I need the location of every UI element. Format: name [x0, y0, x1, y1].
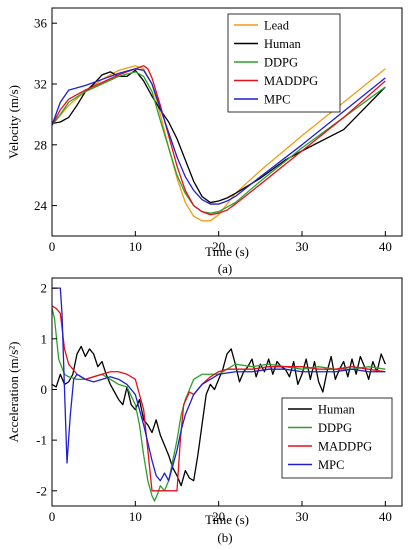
y-tick-label: 28 — [34, 137, 47, 152]
subfigure-caption: (a) — [218, 261, 232, 276]
y-axis-label: Velocity (m/s) — [6, 85, 21, 159]
plot-frame — [51, 277, 403, 507]
series-line-lead — [52, 65, 386, 222]
legend-label-lead: Lead — [264, 19, 290, 33]
legend-label-ddpg: DDPG — [264, 56, 298, 70]
x-tick-label: 10 — [129, 509, 142, 524]
legend-label-mpc: MPC — [264, 93, 290, 107]
y-tick-label: -2 — [36, 483, 47, 498]
y-axis-label: Acceleration (m/s²) — [6, 342, 21, 443]
series-line-maddpg — [52, 65, 386, 216]
series-line-ddpg — [52, 71, 386, 214]
y-tick-label: 1 — [41, 331, 48, 346]
x-tick-label: 30 — [296, 509, 309, 524]
y-tick-label: 2 — [41, 281, 48, 296]
x-axis-label: Time (s) — [205, 244, 249, 259]
x-tick-label: 10 — [129, 239, 142, 254]
legend: Lead Human DDPG MADDPG MPC — [227, 13, 341, 113]
chart-acceleration: 0 10 20 30 40 -2 -1 0 1 2 Time (s) Acceleration (m/… — [6, 277, 403, 545]
y-tick-label: -1 — [36, 433, 47, 448]
series-line-mpc — [52, 287, 386, 482]
x-tick-label: 40 — [379, 239, 392, 254]
x-axis-label: Time (s) — [205, 512, 249, 527]
x-tick-label: 40 — [379, 509, 392, 524]
x-tick-label: 20 — [212, 239, 225, 254]
x-tick-label: 0 — [49, 509, 56, 524]
subfigure-caption: (b) — [217, 530, 232, 545]
legend-label-maddpg: MADDPG — [264, 74, 318, 88]
legend-label-human: Human — [264, 37, 302, 51]
y-tick-label: 24 — [34, 198, 48, 213]
legend-box — [227, 13, 341, 113]
legend-label-ddpg: DDPG — [318, 421, 352, 435]
legend-label-human: Human — [318, 403, 356, 417]
legend-label-maddpg: MADDPG — [318, 440, 372, 454]
x-tick-label: 20 — [212, 509, 225, 524]
plot-frame — [51, 7, 403, 237]
y-tick-label: 36 — [34, 16, 48, 31]
legend-label-mpc: MPC — [318, 458, 344, 472]
x-tick-label: 0 — [49, 239, 56, 254]
x-tick-label: 30 — [296, 239, 309, 254]
legend: Human DDPG MADDPG MPC — [281, 397, 393, 479]
series-line-mpc — [52, 68, 386, 205]
y-tick-label: 32 — [34, 77, 47, 92]
chart-velocity: 0 10 20 30 40 24 28 32 36 Time (s) Velocity (m/s) (… — [6, 7, 403, 276]
y-tick-label: 0 — [41, 382, 48, 397]
